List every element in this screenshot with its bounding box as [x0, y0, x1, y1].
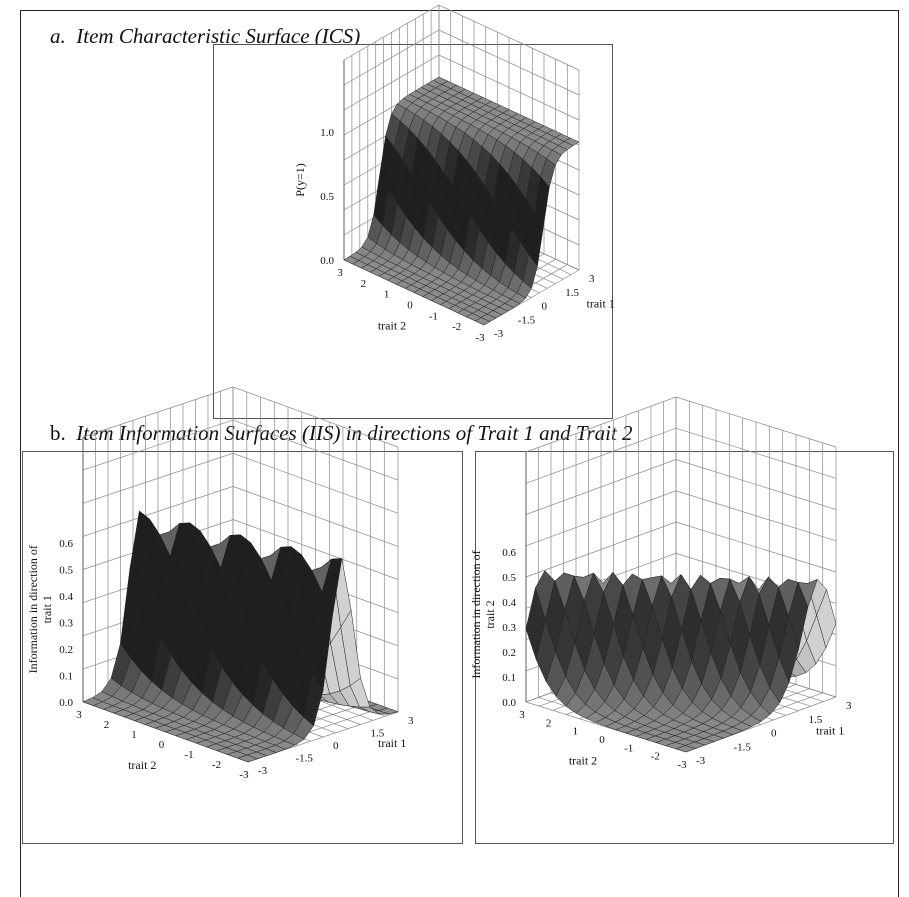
wall-grid-line	[343, 29, 580, 96]
wall-grid-line	[343, 4, 580, 71]
wall-grid-line	[525, 490, 837, 547]
trait1-tick-label: 0	[771, 728, 777, 740]
trait2-tick-label: -3	[239, 769, 249, 781]
figure-frame	[20, 10, 899, 897]
surface	[82, 510, 399, 763]
trait1-tick-label: -1.5	[734, 741, 752, 753]
trait2-axis-title: trait 2	[569, 754, 597, 768]
z-tick-label: 1.0	[320, 127, 334, 139]
wall-grid-line	[82, 419, 399, 481]
trait2-tick-label: -3	[677, 759, 687, 771]
z-tick-label: 0.6	[502, 547, 516, 559]
z-tick-label: 0.1	[59, 671, 73, 683]
axis-labels: 0.0 0.5 1.0 3 2 1 0 -1 -2 -3 3 1.5 0 -1.5 -3 trait 2 tra…	[293, 127, 615, 344]
z-tick-label: 0.1	[502, 672, 516, 684]
trait2-tick-label: -2	[212, 759, 221, 771]
trait1-tick-label: 3	[589, 273, 595, 285]
trait2-tick-label: 3	[76, 709, 82, 721]
trait1-tick-label: -3	[494, 328, 504, 340]
z-tick-label: 0.0	[320, 255, 334, 267]
ics-panel: 0.0 0.5 1.0 3 2 1 0 -1 -2 -3 3 1.5 0 -1.5 -3 trait 2 tra…	[213, 4, 615, 419]
section-a-letter: a.	[50, 24, 66, 48]
z-tick-label: 0.2	[502, 647, 516, 659]
z-tick-label: 0.2	[59, 644, 73, 656]
z-tick-label: 0.4	[59, 591, 73, 603]
trait2-tick-label: 2	[546, 717, 552, 729]
iis-trait2-panel: 0.0 0.1 0.2 0.3 0.4 0.5 0.6 3 2 1 0 -1 -2 -3 3 1.5 0 -1.5…	[469, 396, 894, 844]
trait2-tick-label: 1	[131, 729, 137, 741]
surface	[343, 76, 580, 326]
trait2-tick-label: -2	[452, 321, 461, 333]
trait2-tick-label: -1	[624, 742, 633, 754]
surface-patch	[236, 754, 259, 763]
trait1-tick-label: -1.5	[518, 314, 536, 326]
z-axis-title: P(y=1)	[293, 163, 307, 196]
wall-grid-line	[82, 386, 399, 448]
trait1-axis-title: trait 1	[378, 736, 406, 750]
trait1-axis-title: trait 1	[816, 724, 844, 738]
trait2-tick-label: 0	[159, 739, 165, 751]
wall-grid-line	[525, 459, 837, 515]
trait1-tick-label: 3	[408, 715, 414, 727]
trait2-axis-title: trait 2	[128, 758, 156, 772]
iis-trait2-surface-chart: 0.0 0.1 0.2 0.3 0.4 0.5 0.6 3 2 1 0 -1 -2 -3 3 1.5 0 -1.5…	[469, 396, 852, 771]
trait2-tick-label: 2	[361, 278, 367, 290]
section-b-title: b. Item Information Surfaces (IIS) in di…	[50, 421, 633, 446]
trait1-tick-label: -3	[258, 765, 268, 777]
trait2-axis-title: trait 2	[378, 318, 406, 332]
wall-grid-line	[525, 521, 837, 578]
wall-grid-line	[82, 486, 399, 547]
trait1-tick-label: 0	[542, 301, 548, 313]
z-tick-label: 0.6	[59, 538, 73, 550]
section-b-text: Item Information Surfaces (IIS) in direc…	[76, 421, 633, 445]
trait2-tick-label: 3	[337, 267, 343, 279]
trait1-tick-label: -1.5	[296, 753, 314, 765]
z-tick-label: 0.0	[502, 697, 516, 709]
trait1-tick-label: 0	[333, 740, 339, 752]
trait2-tick-label: 1	[573, 726, 579, 738]
trait2-tick-label: -1	[429, 310, 438, 322]
iis-trait1-panel: 0.0 0.1 0.2 0.3 0.4 0.5 0.6 3 2 1 0 -1 -2 -3 3 1.5 0 -1.5…	[22, 386, 463, 844]
z-axis-title: Information in direction oftrait 2	[469, 550, 497, 678]
surface	[525, 570, 837, 753]
trait2-tick-label: -3	[475, 332, 485, 344]
trait2-tick-label: 0	[599, 734, 605, 746]
trait1-tick-label: 1.5	[371, 728, 385, 740]
wall-grid-line	[82, 452, 399, 514]
surface-patch	[474, 317, 491, 326]
z-tick-label: 0.0	[59, 697, 73, 709]
z-tick-label: 0.5	[59, 565, 73, 577]
wall-grid-line	[525, 396, 837, 453]
wall-grid-line	[343, 54, 580, 121]
z-tick-label: 0.4	[502, 597, 516, 609]
z-tick-label: 0.3	[59, 618, 73, 630]
trait1-tick-label: 3	[846, 700, 852, 712]
trait2-tick-label: 0	[407, 300, 413, 312]
ics-surface-chart: 0.0 0.5 1.0 3 2 1 0 -1 -2 -3 3 1.5 0 -1.5 -3 trait 2 tra…	[293, 4, 615, 344]
trait1-tick-label: -3	[696, 755, 706, 767]
section-b-letter: b.	[50, 421, 66, 445]
trait2-tick-label: 2	[104, 719, 110, 731]
trait2-tick-label: -2	[651, 751, 660, 763]
z-tick-label: 0.5	[502, 572, 516, 584]
trait1-tick-label: 1.5	[565, 287, 579, 299]
trait2-tick-label: 1	[384, 289, 390, 301]
trait2-tick-label: -1	[184, 749, 193, 761]
trait1-tick-label: 1.5	[809, 714, 823, 726]
trait2-tick-label: 3	[519, 709, 525, 721]
z-tick-label: 0.5	[320, 191, 334, 203]
iis-trait1-surface-chart: 0.0 0.1 0.2 0.3 0.4 0.5 0.6 3 2 1 0 -1 -2 -3 3 1.5 0 -1.5…	[26, 386, 414, 781]
z-axis-title: Information in direction oftrait 1	[26, 545, 54, 673]
surface-patch	[675, 745, 697, 753]
axis-labels: 0.0 0.1 0.2 0.3 0.4 0.5 0.6 3 2 1 0 -1 -2 -3 3 1.5 0 -1.5…	[26, 538, 414, 781]
axis-labels: 0.0 0.1 0.2 0.3 0.4 0.5 0.6 3 2 1 0 -1 -2 -3 3 1.5 0 -1.5…	[469, 547, 852, 771]
wall-grid-line	[525, 427, 837, 484]
z-tick-label: 0.3	[502, 622, 516, 634]
trait1-axis-title: trait 1	[587, 297, 615, 311]
